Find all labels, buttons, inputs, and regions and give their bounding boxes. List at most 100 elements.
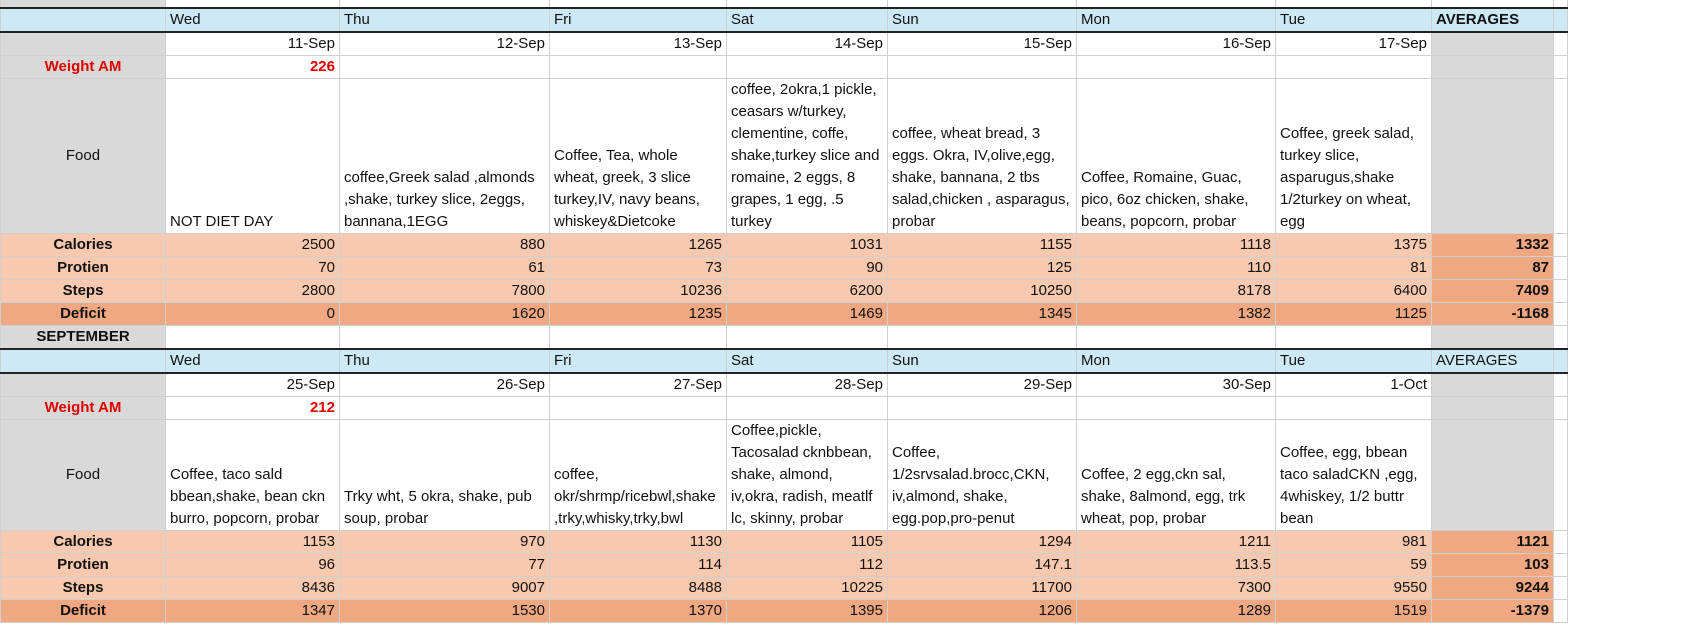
cell[interactable]	[549, 395, 727, 420]
cell[interactable]	[1275, 54, 1432, 79]
weight-value[interactable]: 212	[165, 395, 340, 420]
day-cell[interactable]: Fri	[549, 6, 727, 33]
cell[interactable]	[0, 6, 166, 33]
calories-label[interactable]: Calories	[0, 529, 166, 554]
steps-cell[interactable]: 8178	[1076, 278, 1276, 303]
protein-cell[interactable]: 114	[549, 552, 727, 577]
day-cell[interactable]: Sun	[887, 6, 1077, 33]
cell[interactable]	[339, 395, 550, 420]
cell[interactable]	[1553, 77, 1568, 234]
cell[interactable]	[1076, 395, 1276, 420]
date-cell[interactable]: 1-Oct	[1275, 372, 1432, 397]
protein-cell[interactable]: 96	[165, 552, 340, 577]
cell[interactable]	[1431, 395, 1554, 420]
cell[interactable]	[1553, 598, 1568, 623]
calories-average[interactable]: 1121	[1431, 529, 1554, 554]
deficit-cell[interactable]: 1620	[339, 301, 550, 326]
cell[interactable]	[165, 324, 340, 349]
calories-cell[interactable]: 970	[339, 529, 550, 554]
food-cell[interactable]: coffee,Greek salad ,almonds ,shake, turk…	[339, 77, 550, 234]
cell[interactable]	[887, 0, 1077, 8]
day-cell[interactable]: Tue	[1275, 6, 1432, 33]
deficit-cell[interactable]: 1530	[339, 598, 550, 623]
protein-cell[interactable]: 90	[726, 255, 888, 280]
steps-cell[interactable]: 6200	[726, 278, 888, 303]
cell[interactable]	[887, 54, 1077, 79]
deficit-cell[interactable]: 1519	[1275, 598, 1432, 623]
cell[interactable]	[0, 0, 166, 8]
deficit-label[interactable]: Deficit	[0, 301, 166, 326]
protein-cell[interactable]: 70	[165, 255, 340, 280]
cell[interactable]	[1076, 54, 1276, 79]
protein-cell[interactable]: 77	[339, 552, 550, 577]
cell[interactable]	[726, 324, 888, 349]
deficit-cell[interactable]: 1125	[1275, 301, 1432, 326]
food-cell[interactable]: Coffee, 2 egg,ckn sal, shake, 8almond, e…	[1076, 418, 1276, 531]
date-cell[interactable]: 15-Sep	[887, 31, 1077, 56]
cell[interactable]	[1431, 418, 1554, 531]
day-cell[interactable]: Wed	[165, 6, 340, 33]
food-cell[interactable]: Coffee, 1/2srvsalad.brocc,CKN, iv,almond…	[887, 418, 1077, 531]
calories-cell[interactable]: 1375	[1275, 232, 1432, 257]
steps-cell[interactable]: 2800	[165, 278, 340, 303]
protein-average[interactable]: 87	[1431, 255, 1554, 280]
day-cell[interactable]: Thu	[339, 347, 550, 374]
food-cell[interactable]: Coffee, Tea, whole wheat, greek, 3 slice…	[549, 77, 727, 234]
day-cell[interactable]: Fri	[549, 347, 727, 374]
steps-cell[interactable]: 8436	[165, 575, 340, 600]
calories-cell[interactable]: 1031	[726, 232, 888, 257]
date-cell[interactable]: 30-Sep	[1076, 372, 1276, 397]
cell[interactable]	[726, 0, 888, 8]
calories-label[interactable]: Calories	[0, 232, 166, 257]
deficit-cell[interactable]: 1347	[165, 598, 340, 623]
steps-cell[interactable]: 7800	[339, 278, 550, 303]
cell[interactable]	[1553, 418, 1568, 531]
weight-label[interactable]: Weight AM	[0, 395, 166, 420]
calories-cell[interactable]: 1153	[165, 529, 340, 554]
calories-cell[interactable]: 2500	[165, 232, 340, 257]
date-cell[interactable]: 14-Sep	[726, 31, 888, 56]
deficit-cell[interactable]: 1235	[549, 301, 727, 326]
protein-cell[interactable]: 147.1	[887, 552, 1077, 577]
cell[interactable]	[1553, 232, 1568, 257]
cell[interactable]	[887, 324, 1077, 349]
cell[interactable]	[1076, 0, 1276, 8]
cell[interactable]	[549, 54, 727, 79]
protein-cell[interactable]: 81	[1275, 255, 1432, 280]
deficit-average[interactable]: -1379	[1431, 598, 1554, 623]
cell[interactable]	[1553, 552, 1568, 577]
food-cell[interactable]: coffee, okr/shrmp/ricebwl,shake ,trky,wh…	[549, 418, 727, 531]
deficit-cell[interactable]: 1382	[1076, 301, 1276, 326]
cell[interactable]	[1431, 372, 1554, 397]
deficit-cell[interactable]: 0	[165, 301, 340, 326]
cell[interactable]	[1553, 31, 1568, 56]
deficit-cell[interactable]: 1370	[549, 598, 727, 623]
steps-cell[interactable]: 9007	[339, 575, 550, 600]
date-cell[interactable]: 11-Sep	[165, 31, 340, 56]
averages-header[interactable]: AVERAGES	[1431, 347, 1554, 374]
date-cell[interactable]: 29-Sep	[887, 372, 1077, 397]
cell[interactable]	[339, 54, 550, 79]
calories-cell[interactable]: 1130	[549, 529, 727, 554]
cell[interactable]	[1431, 54, 1554, 79]
day-cell[interactable]: Mon	[1076, 347, 1276, 374]
protein-cell[interactable]: 113.5	[1076, 552, 1276, 577]
day-cell[interactable]: Tue	[1275, 347, 1432, 374]
cell[interactable]	[1431, 77, 1554, 234]
cell[interactable]	[1553, 255, 1568, 280]
date-cell[interactable]: 13-Sep	[549, 31, 727, 56]
cell[interactable]	[339, 324, 550, 349]
food-cell[interactable]: coffee, wheat bread, 3 eggs. Okra, IV,ol…	[887, 77, 1077, 234]
steps-cell[interactable]: 10236	[549, 278, 727, 303]
date-cell[interactable]: 12-Sep	[339, 31, 550, 56]
protein-cell[interactable]: 110	[1076, 255, 1276, 280]
steps-cell[interactable]: 11700	[887, 575, 1077, 600]
cell[interactable]	[1275, 324, 1432, 349]
steps-cell[interactable]: 9550	[1275, 575, 1432, 600]
cell[interactable]	[1275, 0, 1432, 8]
calories-cell[interactable]: 1211	[1076, 529, 1276, 554]
calories-cell[interactable]: 1105	[726, 529, 888, 554]
steps-cell[interactable]: 10250	[887, 278, 1077, 303]
cell[interactable]	[1275, 395, 1432, 420]
cell[interactable]	[1553, 301, 1568, 326]
